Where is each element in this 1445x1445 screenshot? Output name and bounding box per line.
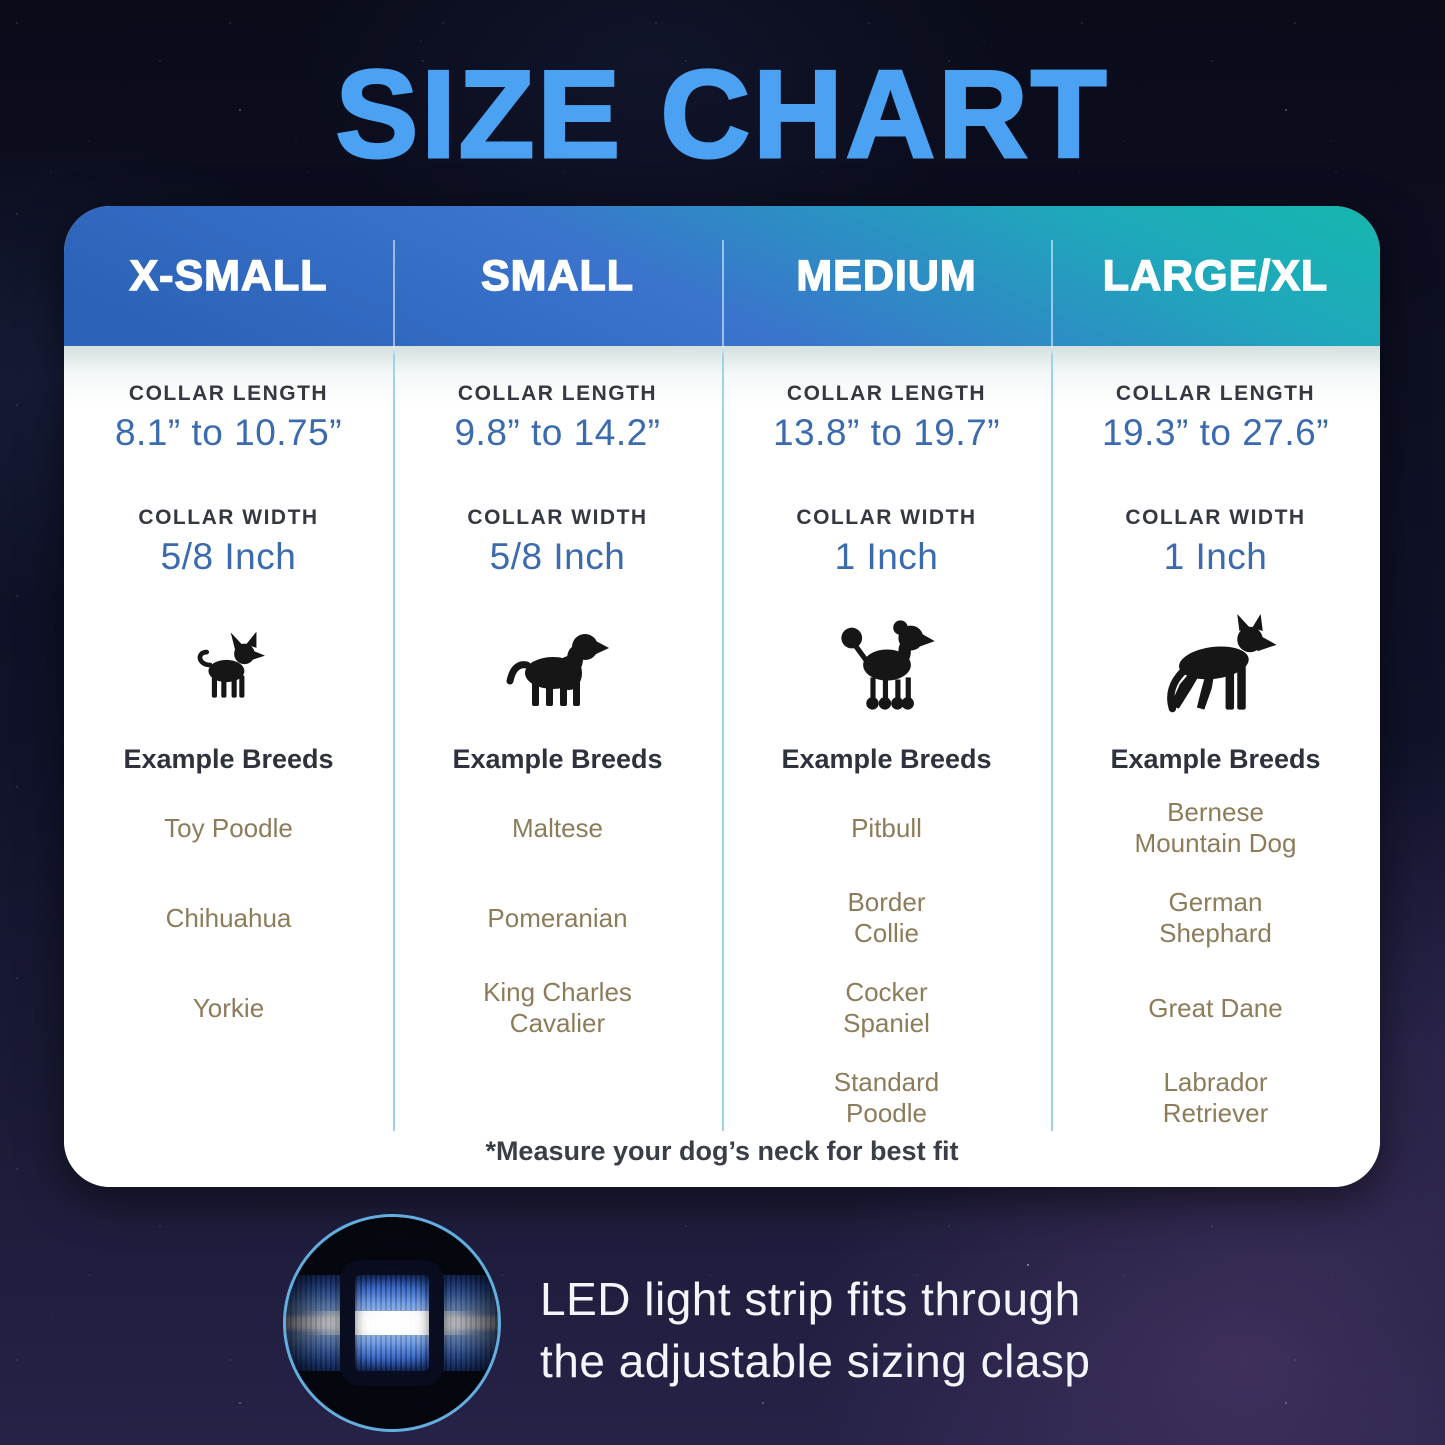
column-medium: COLLAR LENGTH 13.8” to 19.7” COLLAR WIDT… xyxy=(722,346,1051,1187)
chihuahua-icon xyxy=(186,629,272,701)
breed-item: Pitbull xyxy=(851,812,922,843)
collar-length-label: COLLAR LENGTH xyxy=(128,382,329,405)
poodle-icon xyxy=(831,615,943,715)
clasp-photo-circle xyxy=(283,1214,501,1432)
example-breeds-label: Example Breeds xyxy=(452,744,663,774)
breeds-list: Maltese Pomeranian King Charles Cavalier xyxy=(438,783,678,1053)
breeds-list: Pitbull Border Collie Cocker Spaniel Sta… xyxy=(767,783,1007,1143)
breeds-list: Bernese Mountain Dog German Shephard Gre… xyxy=(1096,783,1336,1143)
collar-length-label: COLLAR LENGTH xyxy=(457,382,658,405)
size-chart-card: X-SMALL SMALL MEDIUM LARGE/XL COLLAR LEN… xyxy=(64,206,1380,1187)
column-largexl: COLLAR LENGTH 19.3” to 27.6” COLLAR WIDT… xyxy=(1051,346,1380,1187)
breed-item: Yorkie xyxy=(192,992,265,1023)
size-header-xsmall: X-SMALL xyxy=(129,251,328,300)
size-header-small: SMALL xyxy=(480,251,635,300)
breed-item: Pomeranian xyxy=(487,902,628,933)
breed-item: Toy Poodle xyxy=(164,812,293,843)
page-title: SIZE CHART xyxy=(334,45,1110,186)
measure-footnote: *Measure your dog’s neck for best fit xyxy=(485,1136,959,1166)
collar-width-label: COLLAR WIDTH xyxy=(1125,506,1306,529)
dog-icon-area xyxy=(1148,590,1284,740)
example-breeds-label: Example Breeds xyxy=(1110,744,1321,774)
collar-width-value: 1 Inch xyxy=(834,536,939,577)
size-chart-header: X-SMALL SMALL MEDIUM LARGE/XL xyxy=(64,206,1380,346)
dog-icon-area xyxy=(831,590,943,740)
breed-item: King Charles Cavalier xyxy=(483,977,632,1038)
collar-length-value: 13.8” to 19.7” xyxy=(772,412,1001,453)
dog-icon-area xyxy=(186,590,272,740)
collar-width-label: COLLAR WIDTH xyxy=(796,506,977,529)
column-divider xyxy=(1051,240,1053,1131)
column-divider xyxy=(722,240,724,1131)
collar-length-value: 9.8” to 14.2” xyxy=(454,412,661,453)
collar-length-label: COLLAR LENGTH xyxy=(1115,382,1316,405)
led-callout-text: LED light strip fits through the adjusta… xyxy=(540,1268,1091,1392)
breed-item: Bernese Mountain Dog xyxy=(1134,797,1297,858)
breed-item: Border Collie xyxy=(847,887,926,948)
breed-item: Labrador Retriever xyxy=(1162,1067,1269,1128)
collar-width-label: COLLAR WIDTH xyxy=(467,506,648,529)
column-xsmall: COLLAR LENGTH 8.1” to 10.75” COLLAR WIDT… xyxy=(64,346,393,1187)
cavalier-spaniel-icon xyxy=(503,621,613,709)
breed-item: Chihuahua xyxy=(165,902,292,933)
collar-width-value: 1 Inch xyxy=(1163,536,1268,577)
breed-item: Maltese xyxy=(511,812,604,843)
collar-width-label: COLLAR WIDTH xyxy=(138,506,319,529)
dog-icon-area xyxy=(503,590,613,740)
photo-vignette xyxy=(286,1217,498,1429)
callout-line-1: LED light strip fits through xyxy=(540,1273,1081,1325)
breed-item: Great Dane xyxy=(1148,992,1283,1023)
breed-item: Cocker Spaniel xyxy=(843,977,930,1038)
column-small: COLLAR LENGTH 9.8” to 14.2” COLLAR WIDTH… xyxy=(393,346,722,1187)
german-shepherd-icon xyxy=(1148,614,1284,716)
example-breeds-label: Example Breeds xyxy=(123,744,334,774)
collar-width-value: 5/8 Inch xyxy=(489,536,626,577)
collar-length-value: 19.3” to 27.6” xyxy=(1101,412,1330,453)
callout-line-2: the adjustable sizing clasp xyxy=(540,1335,1091,1388)
collar-width-value: 5/8 Inch xyxy=(160,536,297,577)
example-breeds-label: Example Breeds xyxy=(781,744,992,774)
collar-length-label: COLLAR LENGTH xyxy=(786,382,987,405)
collar-length-value: 8.1” to 10.75” xyxy=(114,412,343,453)
breeds-list: Toy Poodle Chihuahua Yorkie xyxy=(109,783,349,1053)
breed-item: German Shephard xyxy=(1159,887,1272,948)
size-header-largexl: LARGE/XL xyxy=(1102,251,1329,300)
column-divider xyxy=(393,240,395,1131)
size-header-medium: MEDIUM xyxy=(796,251,977,300)
breed-item: Standard Poodle xyxy=(833,1067,940,1128)
